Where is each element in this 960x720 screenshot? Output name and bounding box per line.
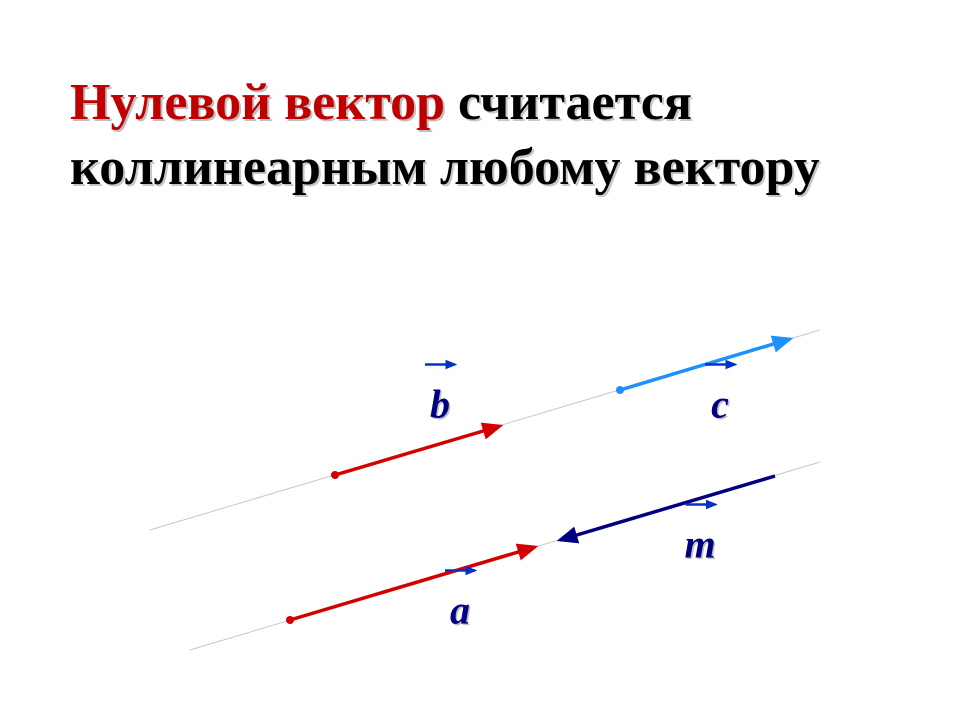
vector-label-text: c (711, 382, 729, 427)
slide: { "heading": { "emphasis_text": "Нулевой… (0, 0, 960, 720)
vector-c (616, 339, 790, 394)
vector-label-a: a (450, 587, 470, 634)
vector-m (560, 476, 775, 540)
vector-label-c: c (711, 381, 729, 428)
vector-label-text: b (430, 382, 450, 427)
vector-diagram (0, 0, 960, 720)
vector-label-text: m (684, 522, 715, 567)
vector-a (286, 547, 535, 624)
guide-lines (150, 330, 820, 650)
vector-label-b: b (430, 381, 450, 428)
vector-b (331, 426, 500, 479)
vector-label-text: a (450, 588, 470, 633)
vector-label-m: m (684, 521, 715, 568)
